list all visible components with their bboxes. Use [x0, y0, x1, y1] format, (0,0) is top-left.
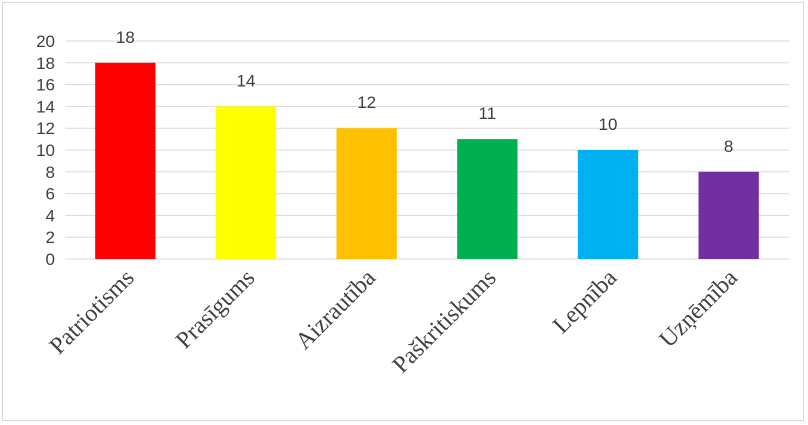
y-tick-label: 20	[36, 32, 55, 51]
bars	[95, 62, 759, 260]
data-label: 18	[116, 28, 135, 47]
y-tick-label: 14	[36, 97, 55, 116]
y-tick-label: 0	[46, 250, 55, 269]
y-tick-label: 12	[36, 119, 55, 138]
y-tick-label: 8	[46, 163, 55, 182]
y-tick-label: 4	[46, 206, 55, 225]
gridlines	[65, 40, 789, 260]
category-label: Lepnība	[548, 265, 622, 339]
chart-frame: 0 2 4 6 8 10 12 14 16 18 20 18 14 12 11 10 8 Patriotism…	[2, 2, 804, 421]
data-label: 8	[724, 137, 733, 156]
category-labels: Patriotisms Prasīgums Aizrautība Paškritisk…	[45, 265, 743, 379]
y-tick-label: 18	[36, 54, 55, 73]
y-tick-label: 10	[36, 141, 55, 160]
data-label: 10	[599, 115, 618, 134]
bar	[336, 128, 397, 259]
category-label: Patriotisms	[45, 265, 140, 360]
y-tick-label: 2	[46, 228, 55, 247]
bar	[95, 62, 156, 259]
y-tick-label: 16	[36, 76, 55, 95]
category-label: Paškritiskums	[388, 265, 502, 379]
bar	[698, 171, 759, 259]
category-label: Uzņēmība	[655, 265, 743, 353]
bar	[457, 139, 518, 259]
category-label: Prasīgums	[171, 265, 260, 354]
category-label: Aizrautība	[291, 265, 381, 355]
bar	[215, 106, 277, 260]
bar	[577, 150, 639, 259]
y-tick-label: 6	[46, 185, 55, 204]
data-label: 12	[357, 93, 376, 112]
y-axis-ticks: 0 2 4 6 8 10 12 14 16 18 20	[36, 32, 55, 269]
data-label: 14	[237, 71, 256, 90]
data-label: 11	[479, 104, 497, 123]
bar-chart: 0 2 4 6 8 10 12 14 16 18 20 18 14 12 11 10 8 Patriotism…	[36, 28, 789, 379]
data-labels: 18 14 12 11 10 8	[116, 28, 734, 156]
